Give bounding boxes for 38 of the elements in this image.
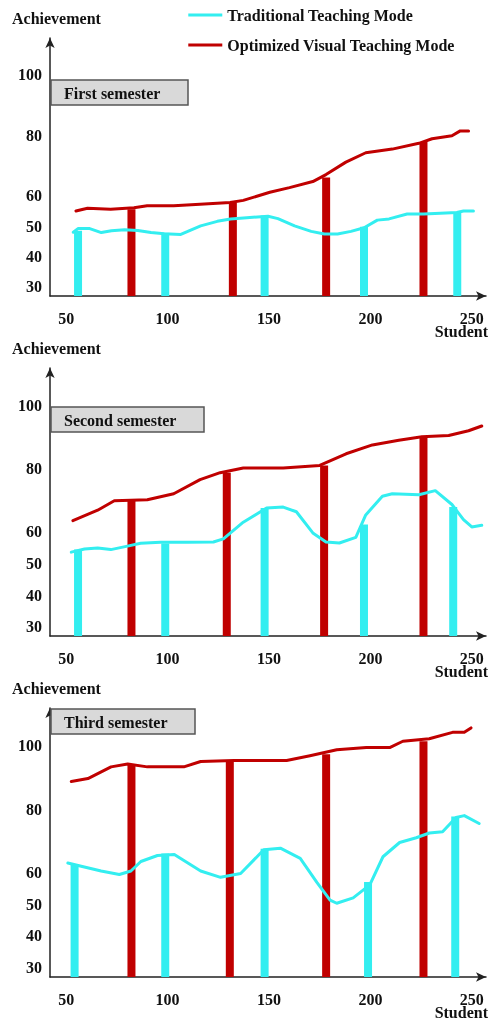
y-tick-label: 50 [26, 217, 42, 235]
y-tick-label: 60 [26, 864, 42, 882]
y-tick-label: 40 [26, 248, 42, 266]
x-tick-label: 50 [58, 649, 75, 667]
y-axis-title: Achievement [12, 9, 102, 27]
x-tick-label: 150 [257, 649, 282, 667]
x-tick-label: 50 [58, 990, 75, 1008]
y-tick-label: 60 [26, 523, 42, 541]
y-tick-label: 100 [18, 737, 42, 755]
x-tick-label: 100 [155, 649, 180, 667]
x-tick-label: 100 [155, 990, 180, 1008]
y-axis-title: Achievement [12, 339, 102, 357]
text: First semester [64, 84, 161, 102]
y-axis-title: Achievement [12, 679, 102, 697]
y-tick-label: 40 [26, 586, 42, 604]
y-tick-label: 100 [18, 397, 42, 415]
y-tick-label: 80 [26, 800, 42, 818]
x-tick-label: 150 [257, 309, 282, 327]
x-tick-label: 200 [358, 990, 383, 1008]
y-tick-label: 40 [26, 927, 42, 945]
x-tick-label: 200 [358, 649, 383, 667]
y-tick-label: 80 [26, 460, 42, 478]
y-tick-label: 30 [26, 959, 42, 977]
x-tick-label: 200 [358, 309, 383, 327]
y-tick-label: 50 [26, 895, 42, 913]
chart-title: Third semester [64, 713, 168, 731]
x-tick-label: 150 [257, 990, 282, 1008]
legend-label: Optimized Visual Teaching Mode [227, 36, 455, 55]
x-tick-label: 100 [155, 309, 180, 327]
y-tick-label: 80 [26, 126, 42, 144]
y-tick-label: 30 [26, 618, 42, 636]
x-tick-label: 50 [58, 309, 75, 327]
y-tick-label: 30 [26, 278, 42, 296]
text: Second semester [64, 411, 177, 429]
y-tick-label: 60 [26, 187, 42, 205]
y-tick-label: 50 [26, 554, 42, 572]
y-tick-label: 100 [18, 65, 42, 83]
legend-label: Traditional Teaching Mode [227, 6, 413, 25]
